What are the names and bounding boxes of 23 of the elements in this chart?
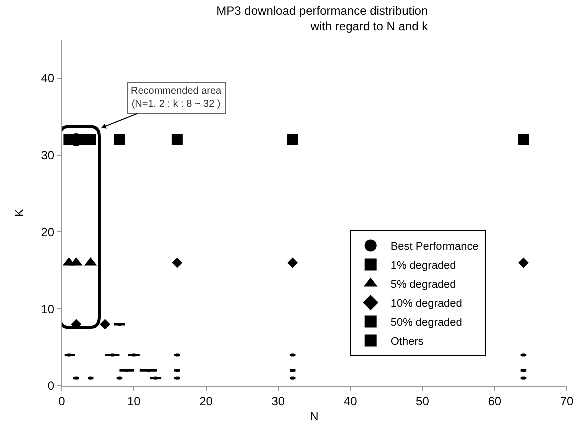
legend-label: 5% degraded	[390, 279, 456, 292]
y-axis-title: K	[12, 208, 27, 218]
legend-label: 50% degraded	[390, 317, 462, 330]
legend-label: 10% degraded	[390, 298, 462, 310]
x-tick-label: 70	[560, 394, 574, 408]
y-tick-label: 10	[41, 302, 55, 316]
chart-title: MP3 download performance distribution with regard to N and k	[216, 4, 430, 34]
x-tick-label: 60	[488, 394, 502, 408]
y-tick-label: 0	[48, 379, 55, 394]
x-tick-label: 30	[272, 394, 286, 408]
legend-label: Others	[390, 336, 424, 348]
y-tick-label: 20	[41, 225, 55, 240]
y-tick-label: 40	[41, 72, 55, 86]
x-tick-label: 10	[127, 394, 142, 408]
x-tick-label: 40	[344, 394, 358, 408]
legend-label: 1% degraded	[390, 260, 456, 272]
legend-label: Best Performance	[390, 241, 479, 254]
x-tick-label: 50	[416, 394, 430, 408]
x-tick-label: 20	[200, 394, 214, 408]
x-tick-label: 0	[58, 394, 66, 408]
x-axis-title: N	[310, 409, 319, 424]
annotation: Recommended area (N=1, 2 : k : 8 ~ 32 )	[131, 86, 222, 110]
y-tick-label: 30	[41, 148, 55, 163]
